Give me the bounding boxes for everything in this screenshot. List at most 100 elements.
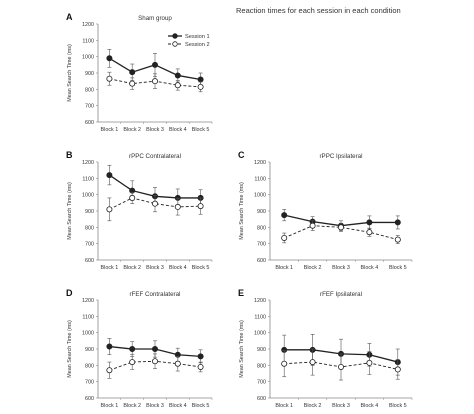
panel-b-ytick-label: 700 [85, 242, 94, 248]
panel-b-ytick-label: 600 [85, 258, 94, 264]
panel-e-ytick-label: 600 [257, 396, 266, 402]
panel-c-session-1-point [366, 219, 373, 226]
panel-c-session-1-point [281, 212, 288, 219]
panel-c-xtick-label: Block 2 [304, 265, 322, 271]
panel-a-xtick-label: Block 5 [192, 127, 210, 133]
panel-e-xtick-label: Block 3 [332, 403, 350, 409]
figure-title: Reaction times for each session in each … [236, 6, 401, 15]
panel-e-xtick-label: Block 4 [361, 403, 379, 409]
panel-c-title: rPPC Ipsilateral [320, 153, 363, 160]
panel-e-ytick-label: 700 [257, 380, 266, 386]
panel-b-ytick-label: 1000 [82, 193, 94, 199]
panel-d-session-1-point [129, 345, 136, 352]
panel-d-session-1-point [197, 353, 204, 360]
panel-a-y-axis-label: Mean Search Time (ms) [67, 44, 73, 102]
panel-d-session-2-point [151, 358, 158, 365]
panel-a-xtick-label: Block 3 [146, 127, 164, 133]
panel-c-ytick-label: 900 [257, 209, 266, 215]
panel-d-letter: D [66, 288, 73, 298]
panel-e-ytick-label: 1100 [254, 314, 266, 320]
panel-c-ytick-label: 700 [257, 242, 266, 248]
panel-a-xtick-label: Block 2 [123, 127, 141, 133]
panel-e-session-2-point [394, 366, 401, 373]
panel-c-session-2-line [284, 225, 398, 241]
panel-a-ytick-label: 700 [85, 104, 94, 110]
panel-a-ytick-label: 1000 [82, 55, 94, 61]
panel-d-session-1-point [106, 343, 113, 350]
panel-e-ytick-label: 1200 [254, 298, 266, 304]
panel-c-ytick-label: 800 [257, 225, 266, 231]
panel-e-ytick-label: 800 [257, 363, 266, 369]
panel-b-ytick-label: 900 [85, 209, 94, 215]
panel-a-session-1-point [197, 76, 204, 83]
panel-e-y-axis-label: Mean Search Time (ms) [239, 320, 245, 378]
panel-b-ytick-label: 1100 [82, 176, 94, 182]
panel-e-xtick-label: Block 1 [275, 403, 293, 409]
panel-c-session-2-point [281, 234, 288, 241]
panel-d-ytick-label: 800 [85, 363, 94, 369]
panel-a-session-2-point [197, 83, 204, 90]
panel-b-title: rPPC Contralateral [129, 153, 181, 160]
panel-a-session-1-point [129, 69, 136, 76]
panel-a-title: Sham group [138, 15, 172, 22]
panel-d-session-2-point [129, 359, 136, 366]
panel-a-ytick-label: 900 [85, 71, 94, 77]
legend-session-1-marker [172, 33, 178, 39]
panel-a-letter: A [66, 12, 73, 22]
panel-d-xtick-label: Block 4 [169, 403, 187, 409]
panel-d-ytick-label: 1200 [82, 298, 94, 304]
panel-c-ytick-label: 600 [257, 258, 266, 264]
panel-a-session-1-point [151, 61, 158, 68]
panel-a-session-1-point [174, 72, 181, 79]
panel-d-ytick-label: 700 [85, 380, 94, 386]
panel-b-xtick-label: Block 4 [169, 265, 187, 271]
panel-d-session-2-point [106, 367, 113, 374]
panel-d-session-2-point [197, 363, 204, 370]
panel-b-session-2-point [151, 200, 158, 207]
panel-c-session-2-point [309, 222, 316, 229]
panel-a-ytick-label: 1200 [82, 22, 94, 28]
panel-b-session-2-point [197, 203, 204, 210]
panel-d-session-1-point [151, 345, 158, 352]
panel-a-ytick-label: 600 [85, 120, 94, 126]
panel-a-xtick-label: Block 1 [101, 127, 119, 133]
panel-e-ytick-label: 900 [257, 347, 266, 353]
panel-d-ytick-label: 900 [85, 347, 94, 353]
panel-b-session-2-line [109, 197, 201, 210]
panel-c-session-2-point [394, 236, 401, 243]
panel-e-session-2-point [309, 359, 316, 366]
panel-c-session-2-point [337, 224, 344, 231]
panel-d-xtick-label: Block 3 [146, 403, 164, 409]
legend-session-1-label: Session 1 [185, 34, 210, 40]
panel-a-xtick-label: Block 4 [169, 127, 187, 133]
panel-d-title: rFEF Contralateral [130, 291, 181, 298]
panel-e-title: rFEF Ipsilateral [320, 291, 362, 298]
panel-c-xtick-label: Block 5 [389, 265, 407, 271]
legend-session-2-label: Session 2 [185, 42, 210, 48]
panel-d-session-2-point [174, 360, 181, 367]
panel-c-xtick-label: Block 4 [361, 265, 379, 271]
panel-e-letter: E [238, 288, 244, 298]
panel-a-session-2-point [151, 78, 158, 85]
panel-c-ytick-label: 1000 [254, 193, 266, 199]
panel-b-session-2-point [106, 206, 113, 213]
panel-b-ytick-label: 1200 [82, 160, 94, 166]
panel-a-ytick-label: 800 [85, 87, 94, 93]
panel-d-y-axis-label: Mean Search Time (ms) [67, 320, 73, 378]
panel-c-xtick-label: Block 1 [275, 265, 293, 271]
panel-a-session-2-point [106, 75, 113, 82]
panel-b-session-1-point [106, 172, 113, 179]
panel-b-letter: B [66, 150, 73, 160]
panel-a-session-2-point [129, 80, 136, 87]
panel-a-session-1-point [106, 55, 113, 62]
panel-c-ytick-label: 1200 [254, 160, 266, 166]
panel-d-ytick-label: 1000 [82, 331, 94, 337]
panel-e-ytick-label: 1000 [254, 331, 266, 337]
panel-c-session-1-point [394, 219, 401, 226]
panel-d-xtick-label: Block 5 [192, 403, 210, 409]
panel-e-xtick-label: Block 5 [389, 403, 407, 409]
panel-d-ytick-label: 1100 [82, 314, 94, 320]
panel-d-ytick-label: 600 [85, 396, 94, 402]
panel-c-xtick-label: Block 3 [332, 265, 350, 271]
